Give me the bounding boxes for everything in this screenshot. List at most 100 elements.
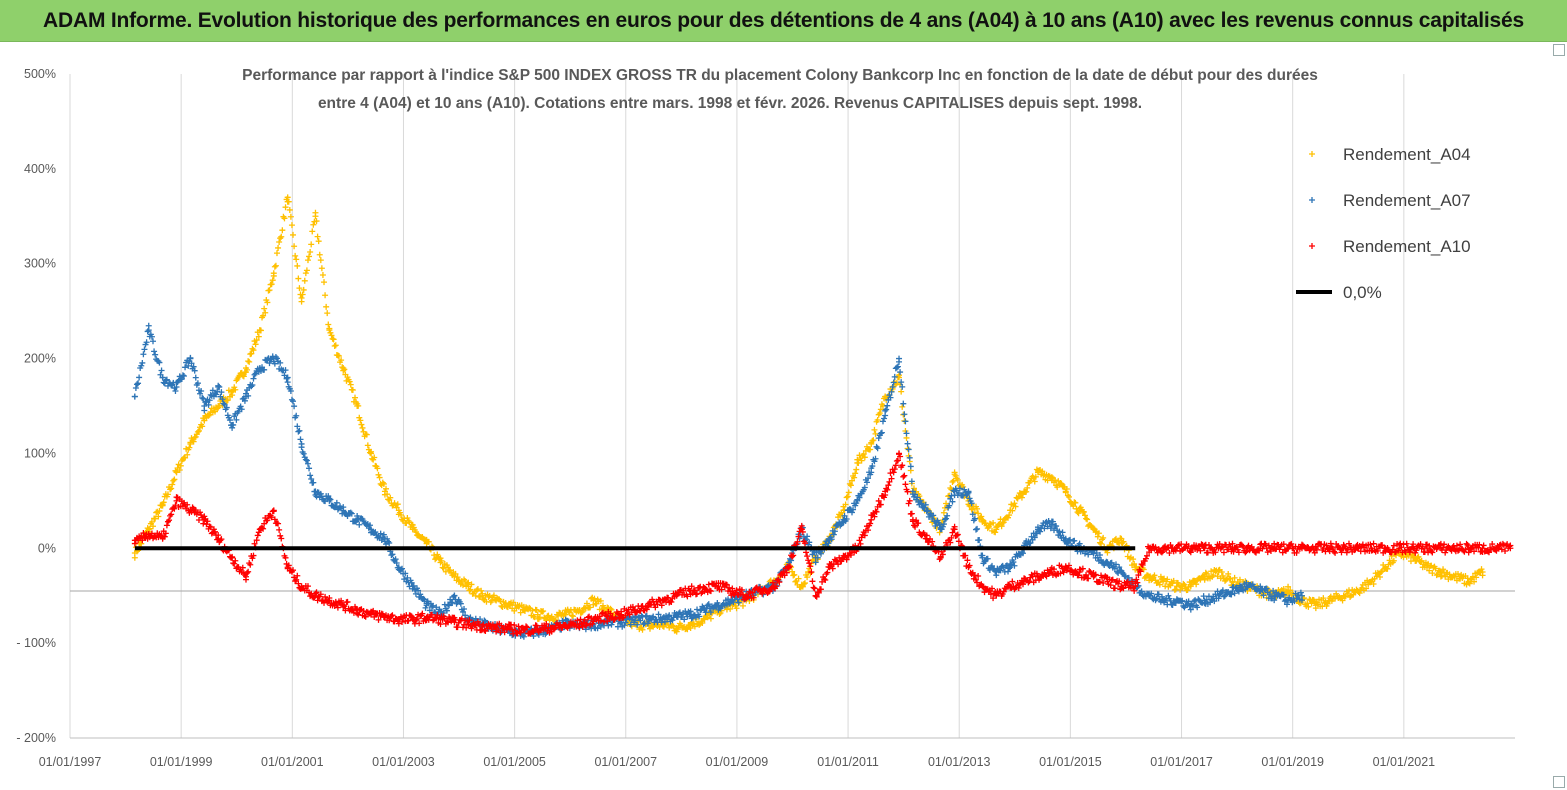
data-point [830,531,837,538]
resize-handle[interactable] [1553,776,1565,788]
data-point [512,627,519,634]
data-point [444,601,451,608]
data-point [716,610,723,617]
data-point [1091,572,1098,579]
data-point [404,514,411,521]
data-point [1338,549,1345,556]
data-point [714,599,721,606]
data-point [1426,567,1433,574]
data-point [1011,562,1018,569]
data-point [1231,590,1238,597]
x-tick-label: 01/01/2011 [817,755,879,769]
data-point [379,534,386,541]
data-point [1130,584,1137,591]
data-point [296,285,303,292]
data-point [366,449,373,456]
data-point [458,615,465,622]
data-point [1138,561,1145,568]
resize-handle-top[interactable] [1553,44,1565,56]
data-point [459,582,466,589]
data-point [790,572,797,579]
data-point [956,485,963,492]
data-point [155,513,162,520]
data-point [132,385,139,392]
data-point [205,401,212,408]
data-point [313,589,320,596]
data-point [383,485,390,492]
data-point [855,460,862,467]
data-point [745,593,752,600]
data-point [883,485,890,492]
data-point [1466,580,1473,587]
data-point [818,586,825,593]
data-point [1059,529,1066,536]
data-point [295,428,302,435]
data-point [388,552,395,559]
data-point [1374,569,1381,576]
data-point [892,462,899,469]
data-point [254,532,261,539]
data-point [309,228,316,235]
data-point [306,253,313,260]
data-point [379,479,386,486]
x-tick-label: 01/01/2007 [594,755,657,769]
data-point [1242,549,1249,556]
data-point [1084,516,1091,523]
data-point [1053,523,1060,530]
data-point [915,520,922,527]
data-point [1465,579,1472,586]
data-point [1413,547,1420,554]
data-point [253,537,260,544]
data-point [857,540,864,547]
data-point [1469,573,1476,580]
data-point [1009,578,1016,585]
data-point [954,531,961,538]
data-point [143,339,150,346]
data-point [1410,553,1417,560]
data-point [502,599,509,606]
data-point [1065,493,1072,500]
data-point [643,612,650,619]
data-point [906,454,913,461]
data-point [185,362,192,369]
data-point [1308,600,1315,607]
data-point [1032,473,1039,480]
legend-label: 0,0% [1343,283,1382,302]
data-point [325,321,332,328]
data-point [1026,578,1033,585]
data-point [394,501,401,508]
data-point [975,572,982,579]
data-point [974,579,981,586]
data-point [1345,540,1352,547]
data-point [1202,569,1209,576]
data-point [479,590,486,597]
data-point [1234,546,1241,553]
data-point [604,604,611,611]
report-title: ADAM Informe. Evolution historique des p… [43,8,1524,32]
data-point [939,551,946,558]
data-point [1016,490,1023,497]
data-point [1214,573,1221,580]
data-point [1281,598,1288,605]
data-point [619,615,626,622]
data-point [605,622,612,629]
data-point [1236,576,1243,583]
data-point [1235,549,1242,556]
data-point [848,477,855,484]
data-point [1037,574,1044,581]
data-point [307,248,314,255]
data-point [1081,550,1088,557]
data-point [273,355,280,362]
data-point [950,477,957,484]
data-point [1216,540,1223,547]
data-point [1194,546,1201,553]
data-point [377,530,384,537]
data-point [1270,587,1277,594]
data-point [564,617,571,624]
data-point [1256,547,1263,554]
data-point [438,557,445,564]
data-point [730,599,737,606]
data-point [1028,533,1035,540]
data-point [237,403,244,410]
y-tick-label: 100% [24,446,56,460]
